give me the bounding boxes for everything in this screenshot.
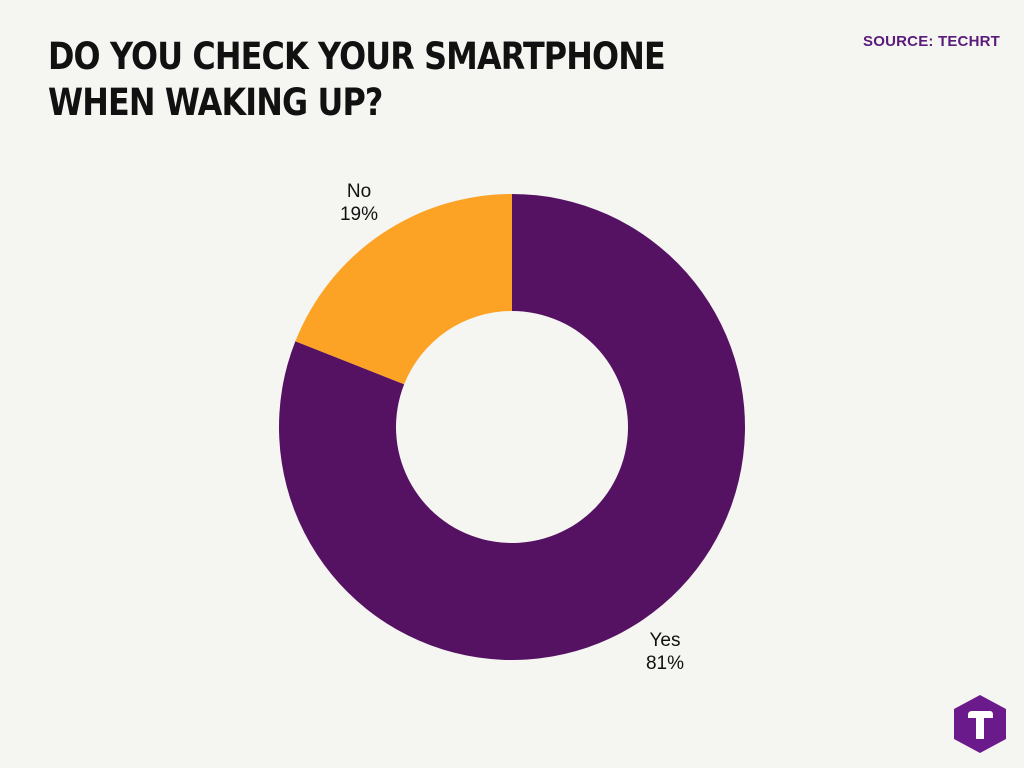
donut-slice-no [295, 194, 512, 385]
slice-name-yes: Yes [650, 630, 681, 651]
chart-title: DO YOU CHECK YOUR SMARTPHONE WHEN WAKING… [48, 35, 666, 124]
slice-value-no: 19% [340, 204, 378, 225]
techrt-logo-icon [954, 695, 1006, 753]
slice-name-no: No [347, 181, 371, 202]
source-credit: SOURCE: TECHRT [863, 33, 1000, 50]
donut-slice-yes [279, 194, 745, 661]
slice-value-yes: 81% [646, 653, 684, 674]
slice-label-yes: Yes 81% [646, 630, 684, 674]
slice-label-no: No 19% [340, 181, 378, 225]
